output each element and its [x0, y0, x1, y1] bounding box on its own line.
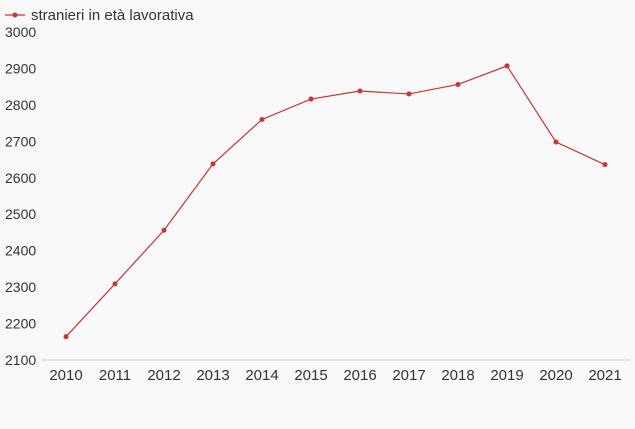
- x-tick-label: 2013: [196, 367, 229, 384]
- x-tick-label: 2010: [49, 367, 82, 384]
- y-tick-label: 2400: [5, 243, 36, 259]
- y-tick-label: 2600: [5, 170, 36, 186]
- x-tick-label: 2019: [490, 367, 523, 384]
- x-tick-label: 2011: [99, 367, 131, 384]
- x-tick-label: 2017: [392, 367, 425, 384]
- y-tick-label: 2200: [5, 316, 36, 332]
- data-point: [406, 91, 412, 97]
- legend: stranieri in età lavorativa: [5, 7, 194, 24]
- data-point: [504, 63, 510, 69]
- data-point: [602, 162, 608, 168]
- data-point: [308, 96, 314, 102]
- y-tick-label: 2900: [5, 60, 36, 76]
- y-tick-label: 2100: [5, 352, 36, 368]
- data-points: [63, 63, 608, 340]
- data-point: [210, 161, 216, 167]
- y-tick-label: 2300: [5, 279, 36, 295]
- x-tick-label: 2018: [441, 367, 474, 384]
- x-tick-label: 2016: [343, 367, 376, 384]
- legend-label: stranieri in età lavorativa: [31, 7, 194, 24]
- data-point: [259, 116, 265, 122]
- y-tick-label: 2800: [5, 97, 36, 113]
- data-point: [63, 334, 69, 340]
- data-point: [161, 227, 167, 233]
- series-line: [65, 65, 606, 338]
- x-tick-label: 2014: [245, 367, 278, 384]
- x-tick-label: 2021: [588, 367, 621, 384]
- y-tick-label: 2700: [5, 133, 36, 149]
- y-tick-label: 3000: [5, 24, 36, 40]
- legend-point-marker: [12, 12, 18, 18]
- data-point: [357, 88, 363, 94]
- y-tick-label: 2500: [5, 206, 36, 222]
- y-axis: 2100 2200 2300 2400 2500 2600 2700 2800 2900 3000: [5, 24, 36, 368]
- x-tick-label: 2020: [539, 367, 572, 384]
- data-point: [112, 281, 118, 287]
- x-axis: 2010 2011 2012 2013 2014 2015 2016 2017 2018 2019…: [49, 367, 621, 384]
- data-point: [553, 139, 559, 145]
- data-point: [455, 81, 461, 87]
- x-tick-label: 2015: [294, 367, 327, 384]
- x-tick-label: 2012: [147, 367, 180, 384]
